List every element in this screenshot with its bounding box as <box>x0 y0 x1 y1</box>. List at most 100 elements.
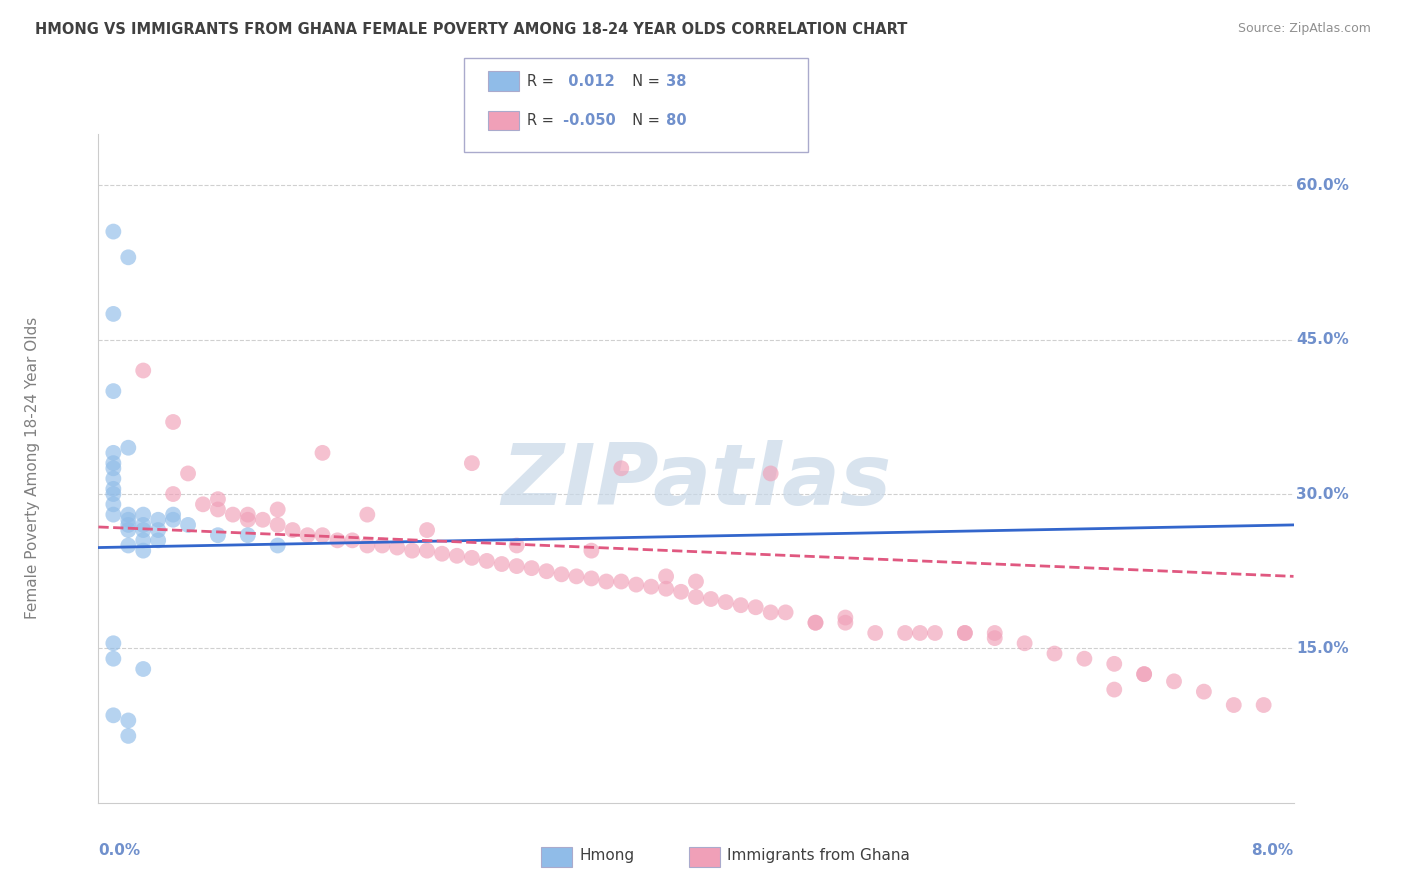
Point <box>103 384 125 398</box>
Point <box>1102 657 1125 671</box>
Point <box>117 508 139 522</box>
Point <box>506 559 529 574</box>
Point <box>610 574 633 589</box>
Point <box>132 523 155 537</box>
Text: 15.0%: 15.0% <box>1296 641 1348 656</box>
Point <box>1192 684 1215 698</box>
Point <box>236 508 259 522</box>
Point <box>132 517 155 532</box>
Point <box>117 523 139 537</box>
Point <box>894 626 917 640</box>
Point <box>207 528 229 542</box>
Text: Hmong: Hmong <box>579 848 634 863</box>
Point <box>520 561 543 575</box>
Point <box>610 461 633 475</box>
Point <box>1043 647 1066 661</box>
Point <box>759 606 782 620</box>
Point <box>162 487 184 501</box>
Point <box>103 508 125 522</box>
Point <box>297 528 319 542</box>
Point <box>863 626 886 640</box>
Text: R =: R = <box>527 113 554 128</box>
Point <box>908 626 931 640</box>
Point <box>730 598 752 612</box>
Point <box>804 615 827 630</box>
Point <box>1133 667 1156 681</box>
Text: 45.0%: 45.0% <box>1296 332 1348 347</box>
Text: HMONG VS IMMIGRANTS FROM GHANA FEMALE POVERTY AMONG 18-24 YEAR OLDS CORRELATION : HMONG VS IMMIGRANTS FROM GHANA FEMALE PO… <box>35 22 907 37</box>
Point <box>267 517 290 532</box>
Point <box>834 615 856 630</box>
Text: 80: 80 <box>661 113 686 128</box>
Text: R =: R = <box>527 74 554 88</box>
Point <box>103 636 125 650</box>
Point <box>117 539 139 553</box>
Point <box>356 539 378 553</box>
Point <box>281 523 304 537</box>
Point <box>581 571 603 585</box>
Text: N =: N = <box>623 74 659 88</box>
Point <box>685 590 707 604</box>
Point <box>148 523 170 537</box>
Point <box>700 592 723 607</box>
Point <box>103 487 125 501</box>
Point <box>311 446 333 460</box>
Text: Female Poverty Among 18-24 Year Olds: Female Poverty Among 18-24 Year Olds <box>25 318 41 619</box>
Text: 30.0%: 30.0% <box>1296 486 1348 501</box>
Point <box>924 626 946 640</box>
Text: 0.012: 0.012 <box>558 74 614 88</box>
Text: ZIPatlas: ZIPatlas <box>501 440 891 524</box>
Point <box>624 577 647 591</box>
Point <box>581 543 603 558</box>
Point <box>103 456 125 470</box>
Point <box>416 543 439 558</box>
Point <box>1073 651 1095 665</box>
Point <box>103 482 125 496</box>
Point <box>953 626 976 640</box>
Point <box>162 415 184 429</box>
Point <box>132 508 155 522</box>
Point <box>385 541 409 555</box>
Point <box>669 584 692 599</box>
Point <box>1253 698 1275 712</box>
Point <box>177 467 200 481</box>
Text: 8.0%: 8.0% <box>1251 843 1294 858</box>
Point <box>446 549 468 563</box>
Point <box>103 307 125 321</box>
Point <box>267 502 290 516</box>
Point <box>148 533 170 548</box>
Point <box>236 513 259 527</box>
Point <box>461 550 484 565</box>
Point <box>117 250 139 264</box>
Point <box>117 517 139 532</box>
Point <box>103 225 125 239</box>
Text: N =: N = <box>623 113 659 128</box>
Point <box>804 615 827 630</box>
Point <box>326 533 349 548</box>
Point <box>117 729 139 743</box>
Point <box>103 461 125 475</box>
Point <box>1014 636 1036 650</box>
Point <box>222 508 245 522</box>
Point <box>640 580 662 594</box>
Point <box>207 492 229 507</box>
Text: Source: ZipAtlas.com: Source: ZipAtlas.com <box>1237 22 1371 36</box>
Point <box>1163 674 1185 689</box>
Point <box>311 528 333 542</box>
Point <box>759 467 782 481</box>
Point <box>162 508 184 522</box>
Point <box>475 554 498 568</box>
Point <box>117 441 139 455</box>
Point <box>207 502 229 516</box>
Point <box>461 456 484 470</box>
Point <box>953 626 976 640</box>
Point <box>745 600 768 615</box>
Point <box>103 472 125 486</box>
Point <box>103 497 125 511</box>
Point <box>685 574 707 589</box>
Point <box>236 528 259 542</box>
Point <box>267 539 290 553</box>
Point <box>103 708 125 723</box>
Point <box>356 508 378 522</box>
Point <box>103 651 125 665</box>
